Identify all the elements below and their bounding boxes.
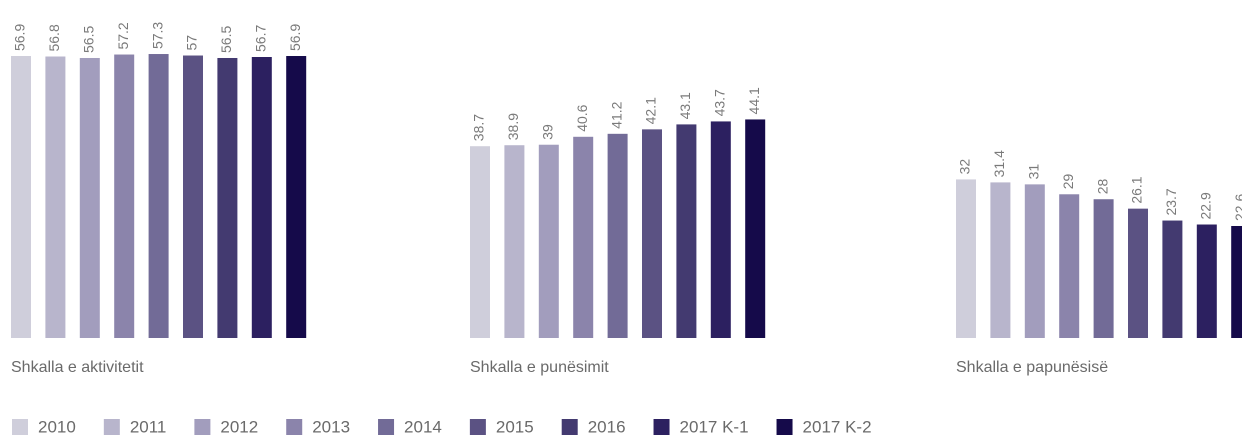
- bar: [470, 146, 490, 338]
- legend-swatch: [103, 419, 120, 435]
- value-label: 57.2: [115, 22, 131, 49]
- legend-label: 2010: [38, 417, 76, 436]
- bar: [607, 133, 628, 338]
- legend-label: 2016: [588, 417, 626, 436]
- value-label: 56.8: [46, 24, 62, 51]
- bar: [148, 54, 169, 338]
- bar: [990, 182, 1011, 338]
- value-label: 29: [1060, 173, 1076, 189]
- value-label: 56.5: [81, 26, 97, 53]
- bar: [1128, 208, 1148, 338]
- value-label: 28: [1094, 178, 1110, 194]
- value-label: 26.1: [1129, 176, 1145, 203]
- value-label: 56.9: [12, 24, 28, 51]
- bar: [217, 57, 238, 338]
- legend-swatch: [12, 419, 28, 435]
- legend-label: 2017 K-1: [680, 417, 749, 436]
- bar: [183, 55, 203, 338]
- bar: [79, 57, 100, 338]
- bar: [504, 145, 525, 338]
- value-label: 31.4: [991, 150, 1007, 177]
- bar: [286, 56, 307, 339]
- value-label: 56.9: [287, 24, 303, 51]
- value-label: 41.2: [608, 101, 624, 128]
- bar: [1059, 194, 1080, 338]
- bar: [114, 54, 135, 338]
- value-label: 39: [540, 124, 556, 140]
- value-label: 43.7: [712, 89, 728, 116]
- bar: [710, 121, 731, 338]
- legend-swatch: [469, 419, 486, 435]
- value-label: 22.9: [1198, 192, 1214, 219]
- value-label: 23.7: [1163, 188, 1179, 215]
- value-label: 56.5: [218, 26, 234, 53]
- value-label: 38.9: [505, 113, 521, 140]
- legend-swatch: [286, 419, 303, 435]
- value-label: 31: [1026, 164, 1042, 180]
- legend-label: 2015: [496, 417, 534, 436]
- legend-label: 2011: [130, 417, 167, 436]
- value-label: 32: [957, 159, 973, 175]
- bar: [45, 56, 66, 338]
- legend-label: 2014: [404, 417, 442, 436]
- legend-label: 2017 K-2: [803, 417, 872, 436]
- value-label: 42.1: [643, 97, 659, 124]
- category-label: Shkalla e punësimit: [470, 359, 609, 376]
- value-label: 22.6: [1232, 194, 1242, 221]
- legend-label: 2012: [220, 417, 258, 436]
- category-label: Shkalla e aktivitetit: [11, 359, 144, 376]
- legend-swatch: [194, 419, 211, 435]
- category-label: Shkalla e papunësisë: [956, 359, 1108, 376]
- bar: [745, 119, 766, 338]
- legend-swatch: [653, 419, 670, 435]
- bar: [538, 144, 559, 338]
- bar: [1162, 220, 1183, 338]
- bar: [1196, 224, 1217, 338]
- bar: [1231, 225, 1242, 338]
- value-label: 43.1: [677, 92, 693, 119]
- value-label: 44.1: [746, 87, 762, 114]
- bar: [956, 179, 976, 338]
- value-label: 56.7: [253, 25, 269, 52]
- legend-label: 2013: [312, 417, 350, 436]
- bar: [1093, 199, 1114, 338]
- bar: [676, 124, 697, 338]
- legend-swatch: [776, 419, 793, 435]
- value-label: 57: [184, 35, 200, 51]
- value-label: 38.7: [471, 114, 487, 141]
- bar: [11, 56, 31, 339]
- bar: [251, 57, 272, 339]
- bar: [1024, 184, 1045, 338]
- bar: [642, 129, 662, 338]
- legend-swatch: [561, 419, 578, 435]
- legend-swatch: [378, 419, 395, 435]
- bar: [573, 136, 594, 338]
- value-label: 57.3: [149, 22, 165, 49]
- value-label: 40.6: [574, 104, 590, 131]
